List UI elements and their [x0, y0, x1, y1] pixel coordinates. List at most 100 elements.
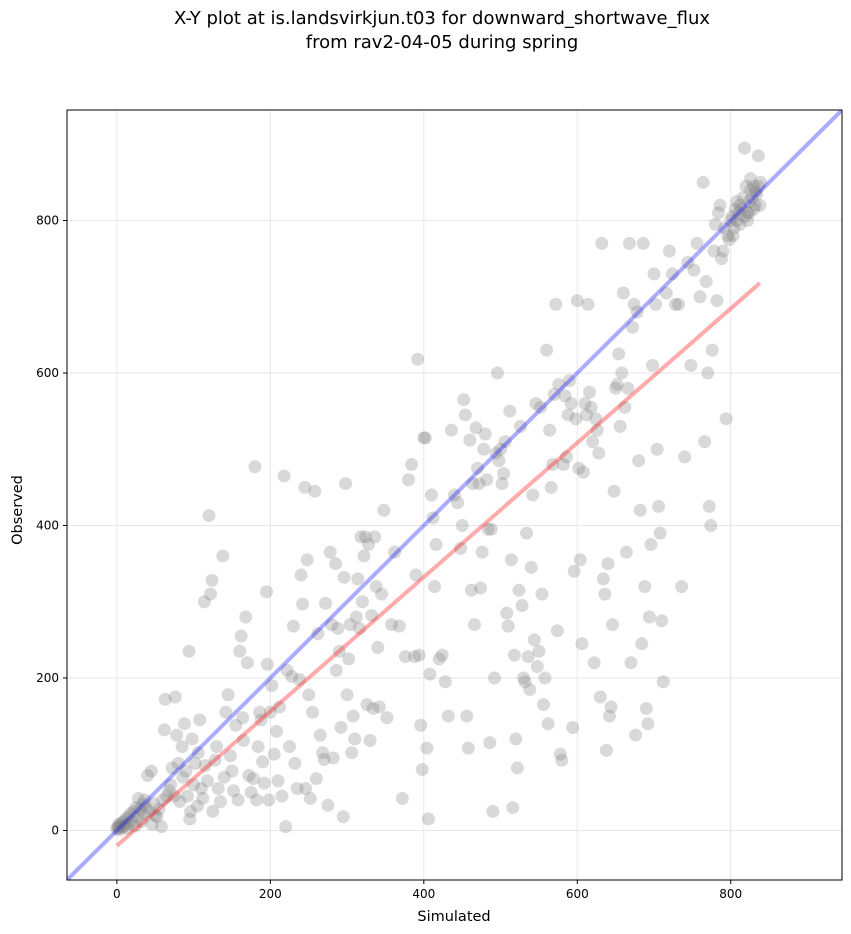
data-points: [110, 141, 768, 837]
data-point: [649, 297, 663, 311]
data-point: [596, 572, 610, 586]
data-point: [336, 810, 350, 824]
data-point: [461, 741, 475, 755]
data-point: [190, 799, 204, 813]
data-point: [176, 770, 190, 784]
data-point: [432, 652, 446, 666]
data-point: [154, 820, 168, 834]
data-point: [747, 179, 761, 193]
data-point: [125, 814, 139, 828]
data-point: [131, 791, 145, 805]
data-point: [702, 499, 716, 513]
data-point: [444, 423, 458, 437]
data-point: [567, 564, 581, 578]
data-point: [208, 753, 222, 767]
data-point: [527, 633, 541, 647]
data-point: [579, 408, 593, 422]
data-point: [136, 797, 150, 811]
data-point: [342, 652, 356, 666]
data-point: [747, 202, 761, 216]
data-point: [609, 381, 623, 395]
data-point: [168, 690, 182, 704]
x-tick-label: 0: [113, 887, 121, 901]
data-point: [438, 675, 452, 689]
data-point: [323, 545, 337, 559]
data-point: [722, 233, 736, 247]
data-point: [196, 791, 210, 805]
y-tick-label: 0: [51, 823, 59, 837]
data-point: [744, 183, 758, 197]
data-point: [271, 774, 285, 788]
data-point: [113, 823, 127, 837]
data-point: [321, 798, 335, 812]
data-point: [538, 671, 552, 685]
data-point: [329, 557, 343, 571]
data-point: [621, 381, 635, 395]
data-point: [116, 820, 130, 834]
data-point: [532, 644, 546, 658]
data-point: [309, 772, 323, 786]
data-point: [736, 191, 750, 205]
data-point: [137, 807, 151, 821]
data-point: [377, 503, 391, 517]
data-point: [250, 793, 264, 807]
data-point: [675, 579, 689, 593]
data-point: [334, 721, 348, 735]
data-point: [581, 297, 595, 311]
x-tick-label: 800: [719, 887, 742, 901]
data-point: [173, 794, 187, 808]
data-point: [718, 221, 732, 235]
data-point: [710, 294, 724, 308]
data-point: [642, 610, 656, 624]
data-point: [205, 573, 219, 587]
data-point: [156, 793, 170, 807]
data-point: [471, 461, 485, 475]
data-point: [311, 627, 325, 641]
data-point: [707, 244, 721, 258]
data-point: [529, 397, 543, 411]
data-point: [696, 175, 710, 189]
data-point: [750, 187, 764, 201]
data-point: [564, 397, 578, 411]
data-point: [412, 648, 426, 662]
data-point: [484, 522, 498, 536]
data-point: [705, 343, 719, 357]
data-point: [110, 822, 124, 836]
data-point: [558, 389, 572, 403]
data-point: [157, 723, 171, 737]
data-point: [546, 458, 560, 472]
data-point: [420, 741, 434, 755]
data-point: [481, 522, 495, 536]
data-point: [719, 412, 733, 426]
x-tick-label: 400: [412, 887, 435, 901]
data-point: [730, 214, 744, 228]
data-point: [495, 477, 509, 491]
data-point: [358, 530, 372, 544]
data-point: [716, 244, 730, 258]
data-point: [713, 198, 727, 212]
data-point: [504, 553, 518, 567]
data-point: [477, 442, 491, 456]
data-point: [613, 419, 627, 433]
data-point: [601, 557, 615, 571]
data-point: [244, 785, 258, 799]
data-point: [388, 545, 402, 559]
data-point: [145, 817, 159, 831]
fit-line: [115, 281, 762, 848]
data-point: [738, 210, 752, 224]
data-point: [599, 743, 613, 757]
data-point: [221, 688, 235, 702]
data-point: [570, 294, 584, 308]
data-point: [346, 709, 360, 723]
data-point: [197, 595, 211, 609]
identity-line: [67, 110, 842, 880]
data-point: [753, 198, 767, 212]
data-point: [351, 572, 365, 586]
data-point: [497, 467, 511, 481]
data-point: [251, 740, 265, 754]
data-point: [285, 669, 299, 683]
data-point: [385, 618, 399, 632]
data-point: [392, 619, 406, 633]
data-point: [457, 393, 471, 407]
data-point: [114, 816, 128, 830]
